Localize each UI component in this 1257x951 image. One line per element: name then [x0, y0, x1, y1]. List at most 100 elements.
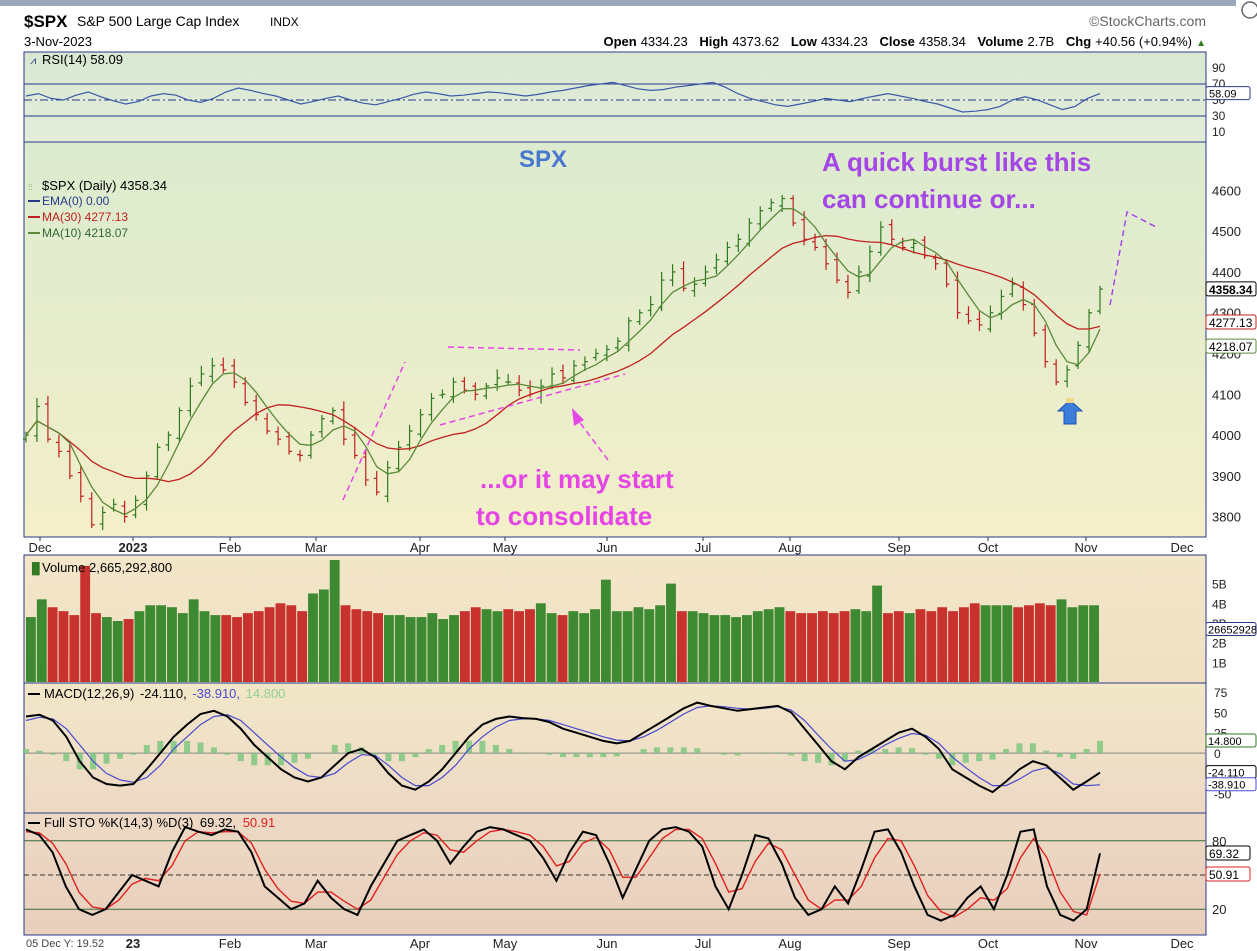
volume-bar [210, 615, 221, 682]
volume-bar [731, 617, 741, 682]
price-tag [1205, 314, 1257, 330]
volume-tag-value: 2665292800 [1208, 624, 1257, 636]
volume-bar [590, 609, 600, 682]
bottom-x-tick: Jun [597, 936, 618, 951]
sto-panel [23, 812, 1207, 936]
up-arrow-icon [1056, 399, 1084, 425]
price-x-tick: Aug [778, 540, 801, 555]
volume-bar [199, 611, 210, 682]
upper-trendline [447, 346, 581, 351]
macd-hist-bar [721, 753, 728, 755]
volume-bars-icon: ▐▌ [28, 561, 44, 576]
macd-hist-bar [962, 753, 969, 763]
volume-bar [58, 611, 69, 682]
volume-bar [91, 613, 101, 682]
volume-bar [666, 583, 676, 682]
volume-bar [655, 605, 666, 682]
price-tick-label: 3900 [1212, 469, 1241, 484]
volume-bar [980, 605, 991, 682]
sto-tag [1205, 845, 1251, 861]
macd-hist-bar [170, 740, 177, 754]
volume-bar [264, 607, 275, 682]
volume-bar [101, 617, 112, 682]
macd-hist-bar [989, 753, 996, 760]
index-name: S&P 500 Large Cap Index [77, 13, 239, 29]
arrow-cap [1066, 398, 1074, 403]
volume-bar [557, 615, 568, 682]
macd-title: MACD(12,26,9) -24.110, -38.910, 14.800 [44, 686, 285, 701]
rsi-tick-label: 90 [1212, 61, 1226, 75]
macd-hist-bar [184, 740, 191, 754]
volume-bar [459, 611, 470, 682]
macd-hist-bar [801, 753, 808, 762]
volume-bar [80, 565, 91, 682]
price-x-tick: Dec [28, 540, 52, 555]
volume-bar [763, 609, 774, 682]
volume-bar [438, 619, 449, 682]
volume-bar [503, 609, 514, 682]
volume-bar [893, 611, 904, 682]
volume-bar [644, 609, 655, 682]
macd-hist-bar [1016, 743, 1023, 754]
bottom-x-tick: Sep [887, 936, 910, 951]
volume-bar [253, 611, 264, 682]
volume-bar [546, 613, 557, 682]
volume-bar [69, 615, 80, 682]
sto-d-line [25, 828, 1101, 918]
volume-bar [568, 611, 579, 682]
macd-hist-bar [560, 753, 566, 758]
macd-hist-bar [36, 750, 43, 754]
price-x-tick: Jun [597, 540, 618, 555]
volume-bar [720, 615, 731, 682]
volume-bar [394, 615, 405, 682]
projection-path [1109, 210, 1159, 306]
macd-hist-bar [1097, 740, 1103, 754]
volume-bar [937, 607, 948, 682]
price-tick-label: 4600 [1212, 183, 1241, 198]
macd-hist-bar [841, 753, 848, 762]
volume-bar [948, 611, 958, 682]
sto-k-line [25, 825, 1101, 922]
volume-bar [373, 613, 383, 682]
burst-annotation-line2: can continue or... [822, 184, 1036, 214]
bottom-x-tick: Apr [410, 936, 431, 951]
macd-tick-label: 50 [1214, 706, 1228, 720]
macd-line [25, 701, 1101, 794]
macd-hist-bar [909, 748, 916, 754]
volume-bar [177, 613, 188, 682]
macd-hist-bar [734, 753, 741, 756]
macd-hist-bar [1070, 753, 1077, 759]
volume-bar [991, 605, 1002, 682]
price-x-tick: Jul [695, 540, 712, 555]
macd-hist-bar [761, 752, 768, 754]
macd-hist-bar [345, 743, 352, 754]
volume-bar [286, 605, 297, 682]
macd-hist-bar [116, 753, 123, 759]
macd-hist-bar [828, 753, 835, 766]
sto-tag-value: 69.32 [1209, 847, 1239, 861]
volume-tick-label: 1B [1212, 656, 1227, 670]
macd-tag [1205, 733, 1257, 748]
macd-hist-bar [304, 753, 311, 759]
macd-hist-bar [667, 747, 674, 754]
text-layer: 907050301058.094600450044004300420041004… [28, 61, 1257, 951]
macd-hist-bar [694, 748, 701, 754]
bottom-x-tick: Nov [1074, 936, 1098, 951]
volume-bar [742, 615, 752, 682]
rsi-title: RSI(14) 58.09 [42, 52, 123, 67]
consolidate-pointer [577, 419, 609, 461]
macd-hist-bar [935, 753, 942, 759]
consolidate-annotation-line1: ...or it may start [480, 464, 674, 494]
price-panel [23, 141, 1207, 538]
price-tag-value: 4358.34 [1209, 283, 1253, 297]
volume-tick-label: 5B [1212, 578, 1227, 592]
macd-hist-bar [63, 753, 70, 762]
volume-bar [297, 611, 308, 682]
volume-bar [470, 607, 481, 682]
volume-bar [872, 585, 883, 682]
macd-hist-bar [882, 749, 889, 754]
price-tag [1205, 338, 1257, 354]
macd-hist-bar [23, 749, 29, 754]
rally-trendline [342, 361, 406, 501]
volume-bar [1024, 605, 1034, 682]
